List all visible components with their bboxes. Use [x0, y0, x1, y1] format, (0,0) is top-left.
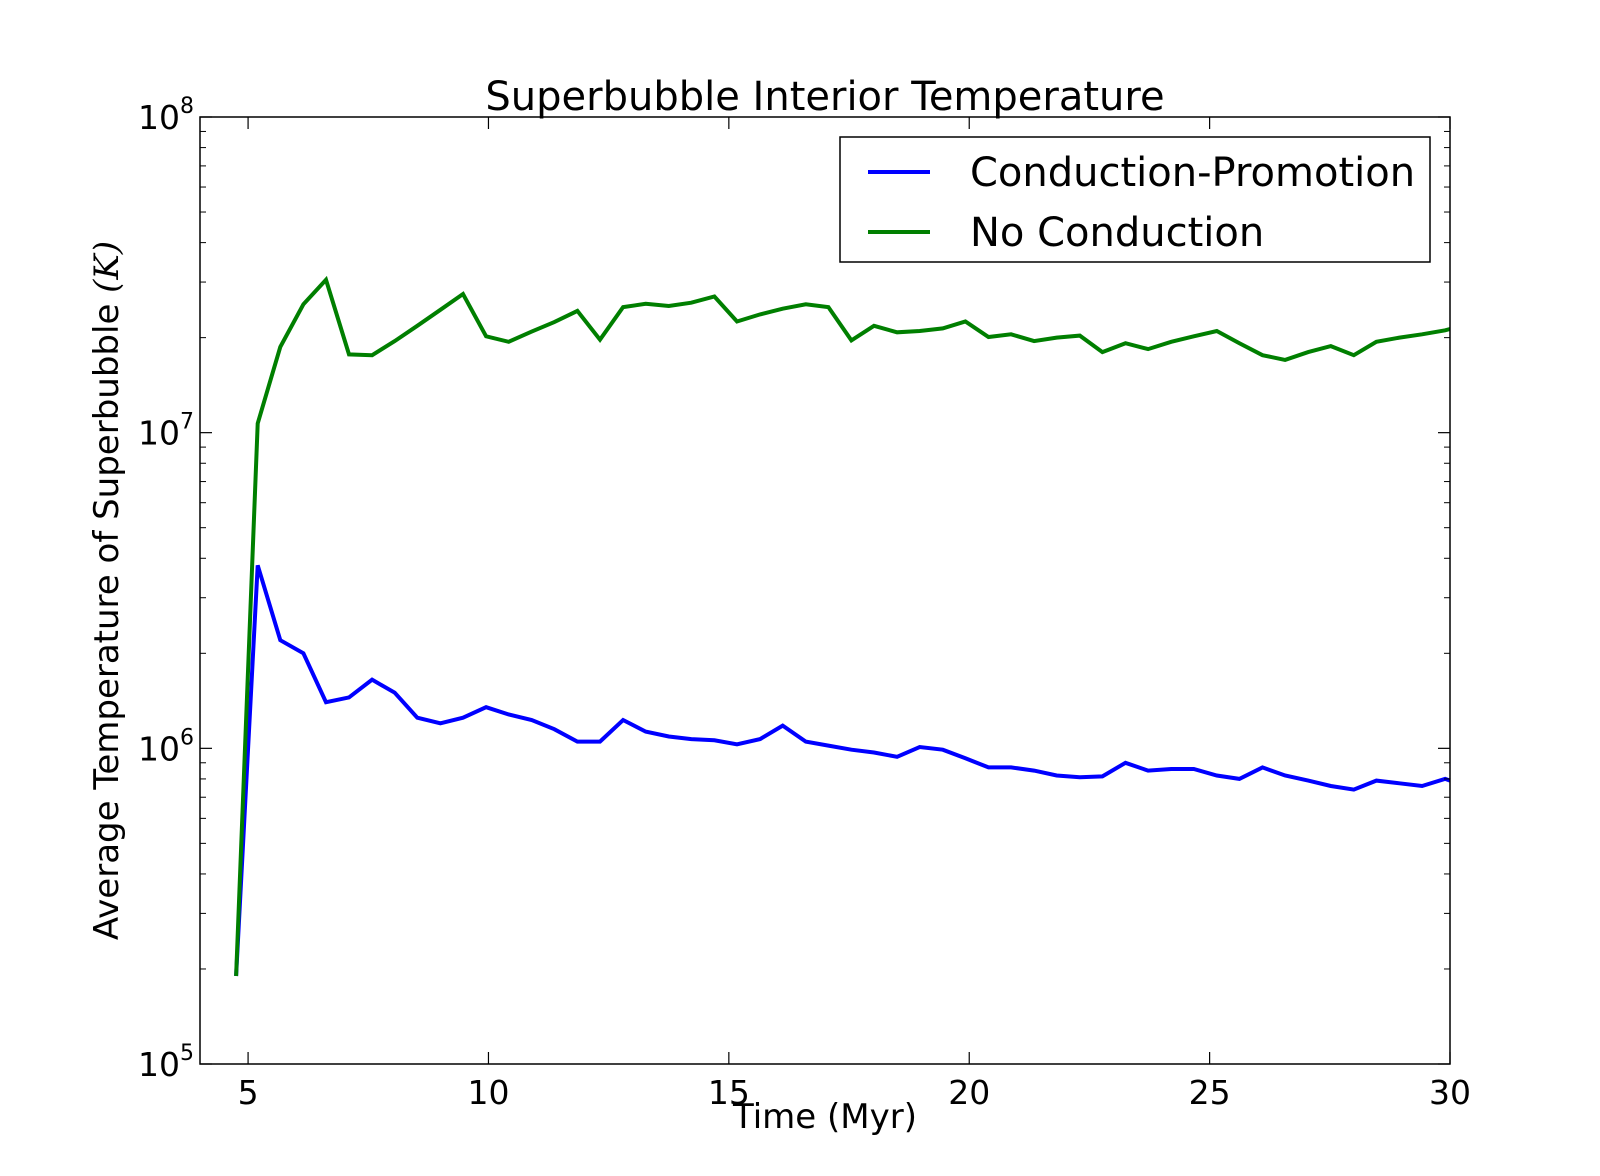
- y-tick-label-exponent: 5: [180, 1041, 194, 1066]
- series-line-2: [234, 275, 1451, 977]
- y-tick-label: 108: [138, 94, 194, 137]
- plot-frame: [199, 116, 1451, 1065]
- y-tick-label-exponent: 6: [180, 725, 194, 750]
- series-layer: [234, 275, 1451, 977]
- y-axis-label: Average Temperature of Superbubble (K): [87, 241, 127, 940]
- x-tick-label: 25: [1189, 1073, 1231, 1112]
- x-tick-label: 15: [708, 1073, 750, 1112]
- x-axis-label: Time (Myr): [732, 1097, 917, 1137]
- y-tick-label-base: 10: [138, 98, 180, 137]
- legend: Conduction-Promotion No Conduction: [839, 136, 1431, 263]
- y-tick-label: 105: [138, 1041, 194, 1084]
- x-tick-label: 30: [1429, 1073, 1471, 1112]
- y-axis-label-text: Average Temperature of Superbubble: [87, 293, 127, 940]
- legend-box: [839, 136, 1431, 263]
- legend-label-1: Conduction-Promotion: [970, 150, 1415, 196]
- chart-title: Superbubble Interior Temperature: [485, 74, 1164, 120]
- y-axis-label-unit: (K): [87, 241, 127, 293]
- y-tick-label: 107: [138, 410, 194, 453]
- series-line-1: [234, 564, 1451, 977]
- y-tick-label: 106: [138, 725, 194, 768]
- x-tick-label: 20: [948, 1073, 990, 1112]
- y-tick-label-exponent: 7: [180, 410, 194, 435]
- x-tick-label: 10: [467, 1073, 509, 1112]
- y-tick-label-exponent: 8: [180, 94, 194, 119]
- x-tick-label: 5: [238, 1073, 259, 1112]
- y-tick-label-base: 10: [138, 1045, 180, 1084]
- y-tick-label-base: 10: [138, 414, 180, 453]
- y-tick-label-base: 10: [138, 729, 180, 768]
- legend-label-2: No Conduction: [970, 210, 1264, 256]
